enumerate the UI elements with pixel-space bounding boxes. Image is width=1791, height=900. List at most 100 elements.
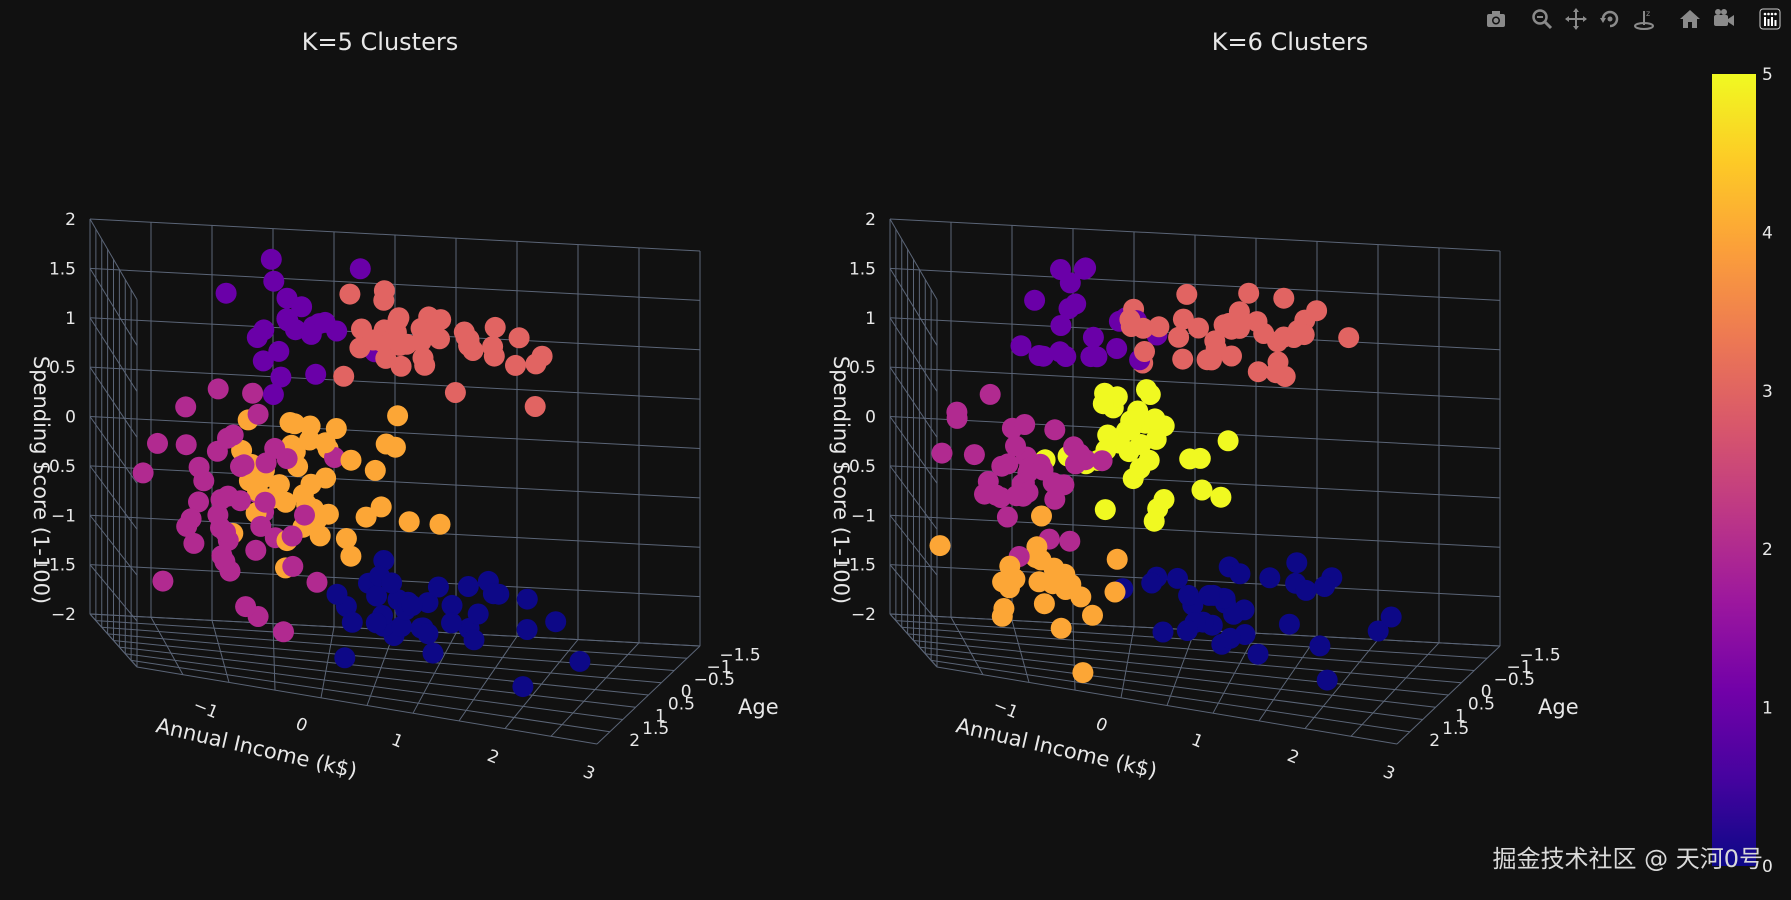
- data-point-cluster-0[interactable]: [1219, 627, 1241, 649]
- data-point-cluster-1[interactable]: [215, 282, 237, 304]
- data-point-cluster-1[interactable]: [1106, 338, 1128, 359]
- data-point-cluster-2[interactable]: [963, 444, 985, 466]
- data-point-cluster-2[interactable]: [306, 571, 328, 593]
- data-point-cluster-0[interactable]: [569, 650, 591, 672]
- data-point-cluster-2[interactable]: [132, 462, 154, 484]
- data-point-cluster-4[interactable]: [325, 418, 347, 439]
- data-point-cluster-2[interactable]: [991, 455, 1013, 477]
- data-point-cluster-5[interactable]: [1136, 379, 1157, 401]
- data-point-cluster-0[interactable]: [391, 616, 412, 637]
- data-point-cluster-0[interactable]: [1178, 584, 1200, 606]
- data-point-cluster-0[interactable]: [326, 583, 348, 605]
- data-point-cluster-0[interactable]: [1316, 669, 1338, 691]
- data-point-cluster-3[interactable]: [1229, 317, 1250, 339]
- data-point-cluster-4[interactable]: [929, 535, 951, 557]
- data-point-cluster-2[interactable]: [946, 407, 968, 429]
- data-point-cluster-2[interactable]: [230, 456, 251, 477]
- data-point-cluster-1[interactable]: [260, 248, 282, 270]
- data-point-cluster-2[interactable]: [282, 555, 304, 577]
- data-point-cluster-1[interactable]: [270, 366, 292, 388]
- data-point-cluster-2[interactable]: [974, 483, 995, 505]
- data-point-cluster-2[interactable]: [217, 427, 238, 449]
- data-point-cluster-5[interactable]: [1191, 479, 1213, 501]
- data-point-cluster-1[interactable]: [1073, 258, 1095, 280]
- camera-last-save-icon[interactable]: [1709, 4, 1739, 34]
- data-point-cluster-4[interactable]: [370, 496, 392, 518]
- data-point-cluster-5[interactable]: [1143, 510, 1165, 532]
- data-point-cluster-1[interactable]: [1024, 289, 1046, 311]
- data-point-cluster-4[interactable]: [1050, 617, 1072, 639]
- data-point-cluster-5[interactable]: [1189, 447, 1211, 469]
- data-point-cluster-3[interactable]: [1134, 341, 1155, 362]
- data-point-cluster-0[interactable]: [427, 576, 449, 598]
- data-point-cluster-2[interactable]: [1005, 435, 1026, 457]
- data-point-cluster-1[interactable]: [285, 319, 306, 341]
- data-point-cluster-3[interactable]: [444, 382, 466, 403]
- data-point-cluster-2[interactable]: [247, 403, 269, 425]
- data-point-cluster-0[interactable]: [401, 595, 423, 617]
- data-point-cluster-3[interactable]: [421, 321, 443, 342]
- data-point-cluster-3[interactable]: [373, 289, 395, 311]
- data-point-cluster-2[interactable]: [1044, 488, 1066, 510]
- data-point-cluster-4[interactable]: [317, 503, 339, 525]
- data-point-cluster-2[interactable]: [1074, 449, 1096, 471]
- data-point-cluster-0[interactable]: [1286, 552, 1308, 574]
- data-point-cluster-0[interactable]: [1141, 572, 1163, 594]
- data-point-cluster-4[interactable]: [1106, 548, 1128, 570]
- data-point-cluster-2[interactable]: [990, 487, 1012, 508]
- data-point-cluster-2[interactable]: [281, 525, 303, 547]
- data-point-cluster-0[interactable]: [1309, 635, 1331, 657]
- data-point-cluster-0[interactable]: [441, 594, 463, 616]
- data-point-cluster-0[interactable]: [422, 642, 444, 664]
- data-point-cluster-1[interactable]: [314, 311, 336, 333]
- data-point-cluster-3[interactable]: [1306, 300, 1328, 322]
- data-point-cluster-0[interactable]: [417, 592, 439, 614]
- data-point-cluster-3[interactable]: [1172, 348, 1194, 370]
- data-point-cluster-1[interactable]: [252, 350, 274, 372]
- data-point-cluster-3[interactable]: [525, 353, 547, 375]
- data-point-cluster-3[interactable]: [484, 316, 506, 338]
- data-point-cluster-0[interactable]: [512, 676, 534, 698]
- data-point-cluster-4[interactable]: [1004, 568, 1026, 590]
- data-point-cluster-0[interactable]: [463, 629, 485, 651]
- data-point-cluster-5[interactable]: [1144, 408, 1166, 430]
- scene-k6[interactable]: K=6 Clusters−2−1.5−1−0.500.511.52Spendin…: [829, 28, 1579, 785]
- data-point-cluster-2[interactable]: [294, 504, 315, 526]
- data-point-cluster-0[interactable]: [381, 572, 403, 594]
- data-point-cluster-0[interactable]: [467, 603, 489, 625]
- data-point-cluster-3[interactable]: [505, 354, 526, 376]
- data-point-cluster-3[interactable]: [458, 335, 480, 357]
- data-point-cluster-2[interactable]: [242, 382, 264, 404]
- data-point-cluster-3[interactable]: [524, 396, 546, 417]
- data-point-cluster-4[interactable]: [387, 405, 409, 427]
- data-point-cluster-3[interactable]: [389, 334, 411, 356]
- data-point-cluster-4[interactable]: [340, 545, 362, 567]
- data-point-cluster-4[interactable]: [1072, 662, 1094, 684]
- data-point-cluster-3[interactable]: [1265, 362, 1287, 384]
- data-point-cluster-1[interactable]: [1058, 298, 1080, 319]
- data-point-cluster-3[interactable]: [1246, 311, 1268, 333]
- data-point-cluster-2[interactable]: [175, 396, 197, 418]
- data-point-cluster-0[interactable]: [482, 583, 504, 605]
- data-point-cluster-4[interactable]: [991, 605, 1013, 627]
- data-point-cluster-0[interactable]: [1176, 620, 1198, 641]
- data-point-cluster-0[interactable]: [365, 612, 387, 634]
- data-point-cluster-5[interactable]: [1145, 428, 1167, 450]
- data-point-cluster-0[interactable]: [1223, 603, 1245, 625]
- data-point-cluster-1[interactable]: [1086, 346, 1108, 368]
- data-point-cluster-1[interactable]: [1055, 346, 1077, 367]
- data-point-cluster-5[interactable]: [1210, 486, 1232, 508]
- data-point-cluster-3[interactable]: [1338, 327, 1360, 349]
- data-point-cluster-0[interactable]: [366, 585, 388, 607]
- data-point-cluster-3[interactable]: [508, 327, 530, 349]
- data-point-cluster-0[interactable]: [1278, 613, 1300, 635]
- data-point-cluster-2[interactable]: [245, 539, 267, 561]
- data-point-cluster-1[interactable]: [246, 327, 268, 348]
- data-point-cluster-4[interactable]: [1030, 549, 1052, 571]
- data-point-cluster-3[interactable]: [375, 347, 397, 369]
- data-point-cluster-2[interactable]: [188, 491, 209, 513]
- data-point-cluster-2[interactable]: [996, 506, 1018, 528]
- data-point-cluster-0[interactable]: [1152, 621, 1174, 643]
- pan-icon[interactable]: [1561, 4, 1591, 34]
- data-point-cluster-1[interactable]: [276, 287, 298, 309]
